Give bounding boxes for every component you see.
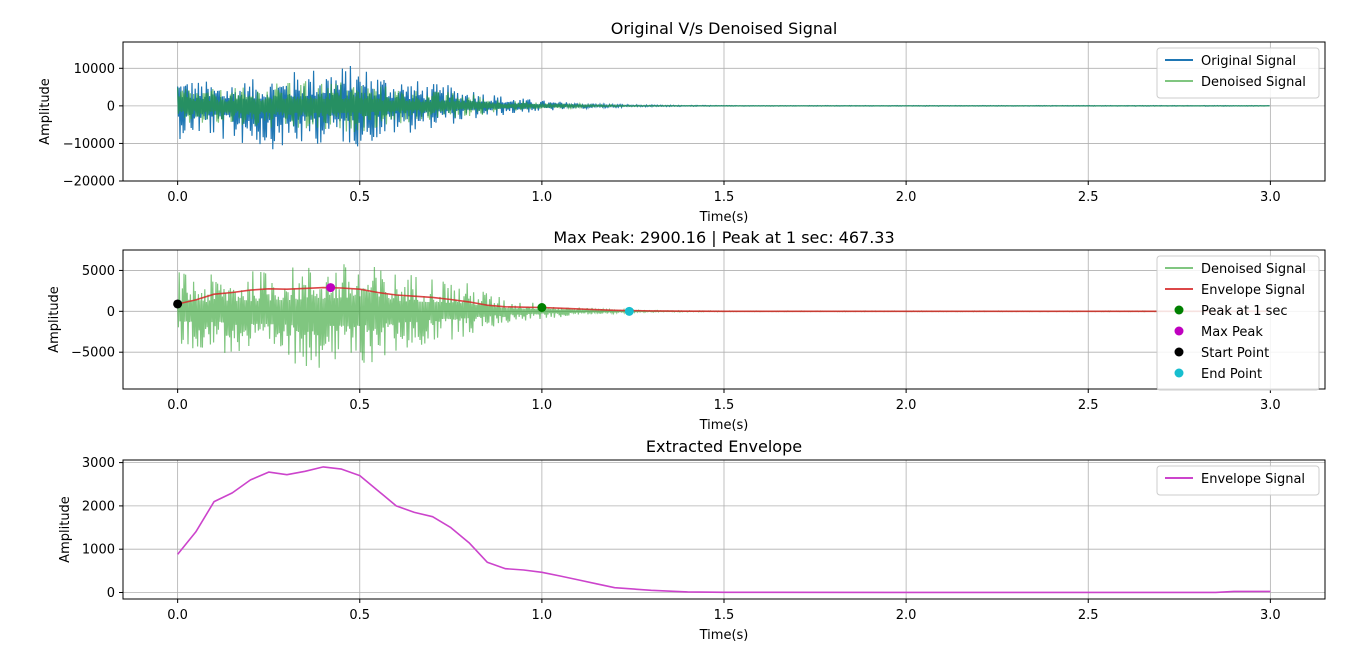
plot-area <box>177 65 1270 150</box>
legend-box <box>1156 47 1320 99</box>
legend-label: Denoised Signal <box>1201 262 1306 277</box>
legend-box <box>1156 255 1320 391</box>
y-tick-label: −20000 <box>63 175 115 190</box>
legend-marker <box>1174 347 1184 357</box>
legend-marker <box>1174 305 1184 315</box>
plot-area <box>173 264 1271 368</box>
chart-panel-2: 0.0 0.5 1.0 1.5 2.0 2.5 3.0 −5000 0 5000 Max Peak:… <box>47 228 1326 433</box>
data-point-2-0 <box>537 303 547 313</box>
legend: Denoised Signal Envelope Signal Peak at 1 … <box>1156 255 1320 391</box>
x-tick-label: 0.0 <box>167 398 188 413</box>
x-tick-label: 0.0 <box>167 190 188 205</box>
legend: Original Signal Denoised Signal <box>1156 47 1320 99</box>
legend-label: Denoised Signal <box>1201 75 1306 90</box>
x-tick-label: 2.0 <box>896 608 917 623</box>
legend-marker <box>1174 368 1184 378</box>
y-tick-label: −10000 <box>63 137 115 152</box>
x-tick-label: 1.0 <box>532 190 553 205</box>
legend-box <box>1156 465 1320 496</box>
x-tick-label: 2.5 <box>1078 608 1099 623</box>
legend-label: Peak at 1 sec <box>1201 304 1288 319</box>
y-axis-label: Amplitude <box>38 78 53 145</box>
x-axis-label: Time(s) <box>699 628 749 643</box>
y-tick-label: 0 <box>107 99 115 114</box>
chart-title: Extracted Envelope <box>646 437 802 456</box>
x-tick-label: 1.5 <box>714 398 735 413</box>
x-tick-label: 1.0 <box>532 608 553 623</box>
x-tick-label: 3.0 <box>1260 608 1281 623</box>
x-tick-label: 0.5 <box>349 608 370 623</box>
x-tick-label: 1.5 <box>714 190 735 205</box>
x-tick-label: 3.0 <box>1260 398 1281 413</box>
y-tick-label: 2000 <box>82 499 115 514</box>
chart-title: Original V/s Denoised Signal <box>611 19 838 38</box>
legend-label: Max Peak <box>1201 325 1263 340</box>
y-tick-label: 10000 <box>74 62 115 77</box>
plot-area <box>176 466 1271 594</box>
x-tick-label: 0.5 <box>349 398 370 413</box>
legend-label: End Point <box>1201 367 1262 382</box>
y-axis-label: Amplitude <box>58 496 73 563</box>
x-axis-label: Time(s) <box>699 210 749 225</box>
x-tick-label: 0.0 <box>167 608 188 623</box>
series-line-1 <box>177 286 1271 313</box>
x-tick-label: 2.0 <box>896 190 917 205</box>
y-tick-label: 1000 <box>82 543 115 558</box>
series-line-1 <box>177 81 1270 133</box>
chart-panel-1: 0.0 0.5 1.0 1.5 2.0 2.5 3.0 −20000 −10000 0 10000 O… <box>38 19 1326 225</box>
y-tick-label: 5000 <box>82 264 115 279</box>
data-point-3-0 <box>326 283 336 293</box>
legend-label: Start Point <box>1201 346 1269 361</box>
y-axis-label: Amplitude <box>47 286 62 353</box>
series-line-0 <box>176 466 1271 594</box>
legend-label: Envelope Signal <box>1201 283 1305 298</box>
x-axis-label: Time(s) <box>699 418 749 433</box>
y-tick-label: 3000 <box>82 456 115 471</box>
legend-marker <box>1174 326 1184 336</box>
legend-label: Envelope Signal <box>1201 472 1305 487</box>
y-tick-label: 0 <box>107 586 115 601</box>
x-tick-label: 3.0 <box>1260 190 1281 205</box>
y-tick-label: −5000 <box>71 346 115 361</box>
data-point-5-0 <box>624 306 634 316</box>
x-tick-label: 2.0 <box>896 398 917 413</box>
x-tick-label: 1.5 <box>714 608 735 623</box>
data-point-4-0 <box>173 299 183 309</box>
y-tick-label: 0 <box>107 305 115 320</box>
legend: Envelope Signal <box>1156 465 1320 496</box>
legend-label: Original Signal <box>1201 54 1296 69</box>
x-tick-label: 2.5 <box>1078 190 1099 205</box>
x-tick-label: 1.0 <box>532 398 553 413</box>
chart-panel-3: 0.0 0.5 1.0 1.5 2.0 2.5 3.0 0 1000 2000 3000 Extrac… <box>58 437 1326 643</box>
x-tick-label: 0.5 <box>349 190 370 205</box>
x-tick-label: 2.5 <box>1078 398 1099 413</box>
chart-title: Max Peak: 2900.16 | Peak at 1 sec: 467.3… <box>553 228 894 247</box>
